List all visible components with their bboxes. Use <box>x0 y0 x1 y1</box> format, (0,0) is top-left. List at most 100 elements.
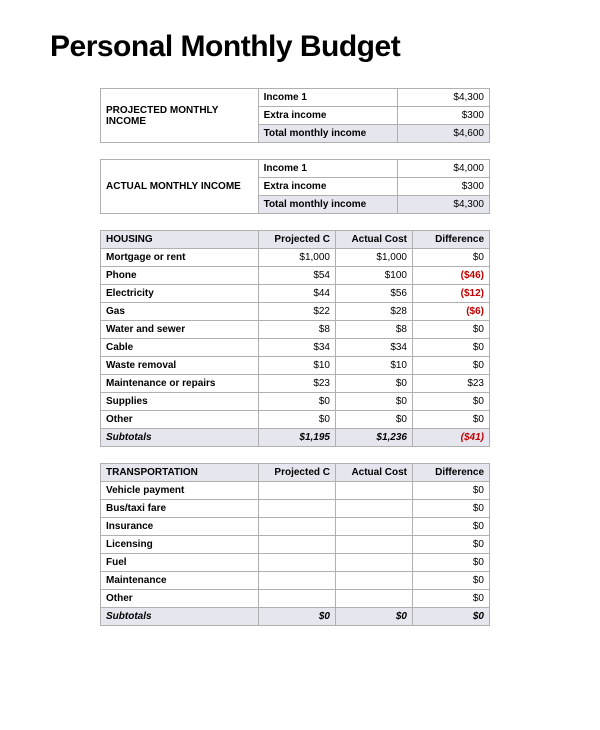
table-row: Fuel $0 <box>101 554 490 572</box>
expense-item: Gas <box>101 303 259 321</box>
expense-item: Insurance <box>101 518 259 536</box>
income-section-label: ACTUAL MONTHLY INCOME <box>101 160 259 214</box>
expense-item: Maintenance or repairs <box>101 375 259 393</box>
table-row: Waste removal$10$10$0 <box>101 357 490 375</box>
table-row: Phone$54$100($46) <box>101 267 490 285</box>
table-row: Other$0$0$0 <box>101 411 490 429</box>
expense-item: Electricity <box>101 285 259 303</box>
expense-actual <box>336 536 413 554</box>
subtotal-row: Subtotals$0$0$0 <box>101 608 490 626</box>
expense-difference: $0 <box>413 536 490 554</box>
expense-actual <box>336 518 413 536</box>
expense-difference: $0 <box>413 518 490 536</box>
income-section-label: PROJECTED MONTHLY INCOME <box>101 89 259 143</box>
table-row: ACTUAL MONTHLY INCOME Income 1 $4,000 <box>101 160 490 178</box>
income-row-label: Income 1 <box>258 160 398 178</box>
subtotal-row: Subtotals$1,195$1,236($41) <box>101 429 490 447</box>
subtotal-label: Subtotals <box>101 608 259 626</box>
expense-projected: $0 <box>259 411 336 429</box>
expense-item: Other <box>101 590 259 608</box>
table-row: Maintenance$0 <box>101 572 490 590</box>
expense-projected <box>259 518 336 536</box>
expense-projected <box>259 590 336 608</box>
table-row: Water and sewer$8$8$0 <box>101 321 490 339</box>
table-row: Insurance $0 <box>101 518 490 536</box>
table-row: Supplies$0$0$0 <box>101 393 490 411</box>
expense-projected: $0 <box>259 393 336 411</box>
expense-actual <box>336 482 413 500</box>
table-row: Licensing $0 <box>101 536 490 554</box>
col-difference: Difference <box>413 464 490 482</box>
expense-difference: ($6) <box>413 303 490 321</box>
expense-item: Licensing <box>101 536 259 554</box>
expense-projected: $10 <box>259 357 336 375</box>
expense-difference: $0 <box>413 393 490 411</box>
table-row: Cable$34$34$0 <box>101 339 490 357</box>
expense-item: Other <box>101 411 259 429</box>
expense-difference: $0 <box>413 339 490 357</box>
category-title: HOUSING <box>101 231 259 249</box>
expense-difference: $23 <box>413 375 490 393</box>
table-row: Other $0 <box>101 590 490 608</box>
expense-actual <box>336 554 413 572</box>
subtotal-projected: $0 <box>259 608 336 626</box>
expense-difference: $0 <box>413 249 490 267</box>
expense-actual <box>336 572 413 590</box>
expense-item: Fuel <box>101 554 259 572</box>
income-row-label: Extra income <box>258 107 398 125</box>
expense-item: Bus/taxi fare <box>101 500 259 518</box>
income-row-label: Extra income <box>258 178 398 196</box>
expense-actual: $56 <box>336 285 413 303</box>
income-row-value: $4,000 <box>398 160 490 178</box>
expense-actual: $34 <box>336 339 413 357</box>
expense-actual: $10 <box>336 357 413 375</box>
expense-actual <box>336 590 413 608</box>
expense-projected <box>259 482 336 500</box>
projected-income-table: PROJECTED MONTHLY INCOME Income 1 $4,300… <box>100 88 490 143</box>
expense-actual: $1,000 <box>336 249 413 267</box>
income-row-value: $300 <box>398 107 490 125</box>
expense-actual: $8 <box>336 321 413 339</box>
expense-difference: $0 <box>413 482 490 500</box>
page-title: Personal Monthly Budget <box>50 30 550 64</box>
expense-projected <box>259 536 336 554</box>
table-row: PROJECTED MONTHLY INCOME Income 1 $4,300 <box>101 89 490 107</box>
subtotal-difference: ($41) <box>413 429 490 447</box>
expense-item: Cable <box>101 339 259 357</box>
table-row: Bus/taxi fare$0 <box>101 500 490 518</box>
expense-difference: ($46) <box>413 267 490 285</box>
housing-table: HOUSING Projected C Actual Cost Differen… <box>100 230 490 447</box>
expense-item: Water and sewer <box>101 321 259 339</box>
expense-actual: $0 <box>336 393 413 411</box>
table-row: Electricity$44$56($12) <box>101 285 490 303</box>
expense-projected: $23 <box>259 375 336 393</box>
subtotal-actual: $0 <box>336 608 413 626</box>
expense-projected: $54 <box>259 267 336 285</box>
expense-projected <box>259 572 336 590</box>
income-total-label: Total monthly income <box>258 196 398 214</box>
expense-projected <box>259 500 336 518</box>
table-row: Maintenance or repairs$23$0$23 <box>101 375 490 393</box>
expense-projected: $22 <box>259 303 336 321</box>
expense-difference: $0 <box>413 554 490 572</box>
expense-actual: $0 <box>336 411 413 429</box>
col-actual: Actual Cost <box>336 231 413 249</box>
expense-projected: $44 <box>259 285 336 303</box>
category-title: TRANSPORTATION <box>101 464 259 482</box>
table-row: Vehicle payment$0 <box>101 482 490 500</box>
expense-actual: $28 <box>336 303 413 321</box>
col-difference: Difference <box>413 231 490 249</box>
expense-difference: $0 <box>413 357 490 375</box>
expense-projected: $34 <box>259 339 336 357</box>
table-header-row: TRANSPORTATION Projected C Actual Cost D… <box>101 464 490 482</box>
expense-difference: $0 <box>413 590 490 608</box>
expense-item: Maintenance <box>101 572 259 590</box>
expense-actual <box>336 500 413 518</box>
table-row: Gas$22$28($6) <box>101 303 490 321</box>
expense-difference: $0 <box>413 321 490 339</box>
table-header-row: HOUSING Projected C Actual Cost Differen… <box>101 231 490 249</box>
subtotal-label: Subtotals <box>101 429 259 447</box>
actual-income-table: ACTUAL MONTHLY INCOME Income 1 $4,000 Ex… <box>100 159 490 214</box>
col-projected: Projected C <box>259 464 336 482</box>
expense-actual: $0 <box>336 375 413 393</box>
